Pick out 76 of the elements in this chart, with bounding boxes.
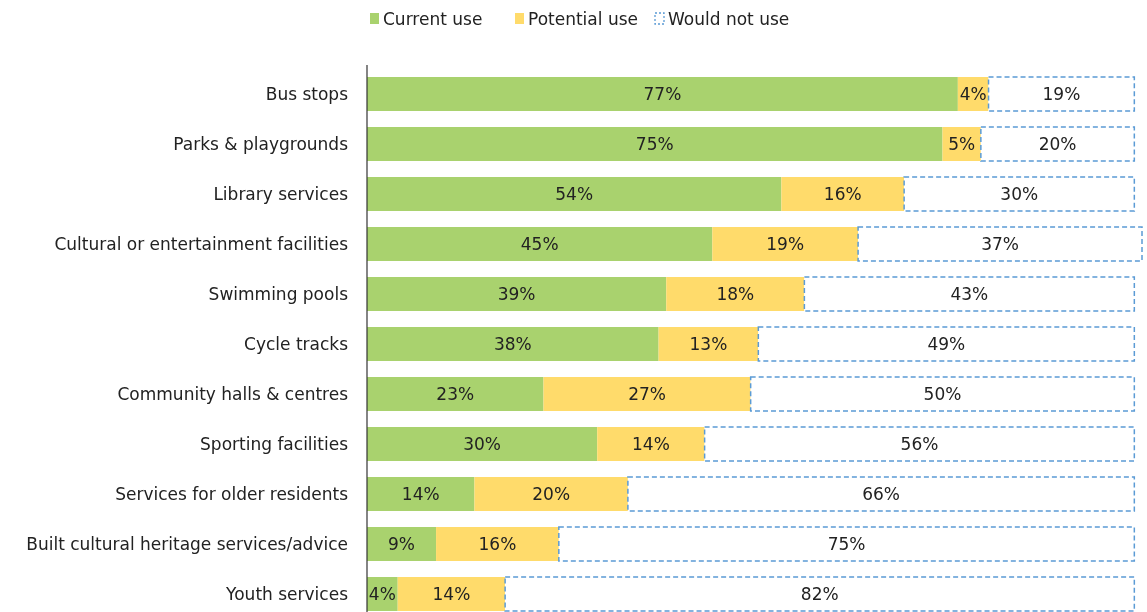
data-label: 37% bbox=[981, 233, 1019, 254]
bar bbox=[666, 277, 805, 311]
bar bbox=[367, 227, 713, 261]
bar bbox=[658, 327, 759, 361]
bar bbox=[781, 177, 905, 211]
y-tick-label: Bus stops bbox=[265, 83, 349, 104]
data-label: 27% bbox=[628, 383, 666, 404]
data-label: 49% bbox=[927, 333, 966, 354]
data-label: 19% bbox=[766, 233, 805, 254]
data-label: 4% bbox=[368, 583, 396, 604]
data-label: 14% bbox=[401, 483, 440, 504]
data-label: 45% bbox=[520, 233, 559, 254]
bar bbox=[627, 476, 1136, 512]
bar bbox=[397, 577, 506, 611]
data-label: 13% bbox=[689, 333, 728, 354]
bar bbox=[474, 477, 628, 511]
bar bbox=[703, 426, 1136, 462]
data-label: 75% bbox=[827, 533, 866, 554]
bar bbox=[757, 326, 1136, 362]
data-label: 30% bbox=[1000, 183, 1039, 204]
data-label: 30% bbox=[463, 433, 501, 454]
bar bbox=[857, 226, 1143, 262]
bar bbox=[903, 176, 1136, 212]
data-label: 18% bbox=[716, 283, 755, 304]
data-label: 23% bbox=[436, 383, 475, 404]
data-label: 54% bbox=[555, 183, 594, 204]
bar bbox=[367, 527, 437, 561]
data-label: 20% bbox=[1038, 133, 1077, 154]
data-label: 5% bbox=[948, 133, 976, 154]
data-label: 56% bbox=[900, 433, 939, 454]
y-tick-label: Built cultural heritage services/advice bbox=[26, 533, 348, 554]
legend-label: Would not use bbox=[668, 8, 790, 29]
legend-label: Current use bbox=[383, 8, 483, 29]
bar bbox=[712, 227, 859, 261]
data-label: 14% bbox=[632, 433, 670, 454]
bar bbox=[367, 477, 475, 511]
bar bbox=[367, 177, 782, 211]
data-label: 14% bbox=[432, 583, 471, 604]
data-label: 75% bbox=[635, 133, 674, 154]
data-label: 20% bbox=[532, 483, 571, 504]
bar bbox=[436, 527, 559, 561]
y-tick-label: Community halls & centres bbox=[117, 383, 349, 404]
bar bbox=[980, 126, 1136, 162]
y-tick-label: Parks & playgrounds bbox=[173, 133, 349, 154]
bar bbox=[543, 377, 751, 411]
bar bbox=[367, 427, 598, 461]
bar bbox=[367, 277, 667, 311]
bar bbox=[367, 77, 958, 111]
bar bbox=[749, 376, 1136, 412]
bar bbox=[987, 76, 1136, 112]
y-tick-label: Library services bbox=[213, 183, 349, 204]
data-label: 77% bbox=[643, 83, 682, 104]
data-label: 82% bbox=[800, 583, 839, 604]
data-label: 4% bbox=[959, 83, 987, 104]
y-tick-label: Cultural or entertainment facilities bbox=[54, 233, 349, 254]
bar bbox=[367, 127, 943, 161]
data-label: 9% bbox=[388, 533, 416, 554]
data-label: 16% bbox=[478, 533, 517, 554]
y-tick-label: Services for older residents bbox=[115, 483, 349, 504]
y-tick-label: Cycle tracks bbox=[244, 333, 349, 354]
data-label: 39% bbox=[497, 283, 536, 304]
data-label: 19% bbox=[1042, 83, 1081, 104]
bar bbox=[367, 377, 544, 411]
legend-label: Potential use bbox=[528, 8, 638, 29]
data-label: 16% bbox=[823, 183, 862, 204]
bar bbox=[367, 327, 659, 361]
y-tick-label: Sporting facilities bbox=[200, 433, 349, 454]
y-tick-label: Swimming pools bbox=[208, 283, 349, 304]
bar bbox=[803, 276, 1136, 312]
y-tick-label: Youth services bbox=[225, 583, 349, 604]
bar bbox=[597, 427, 705, 461]
data-label: 38% bbox=[493, 333, 532, 354]
data-label: 50% bbox=[923, 383, 962, 404]
data-label: 66% bbox=[862, 483, 901, 504]
data-label: 43% bbox=[950, 283, 989, 304]
bar bbox=[558, 526, 1136, 562]
